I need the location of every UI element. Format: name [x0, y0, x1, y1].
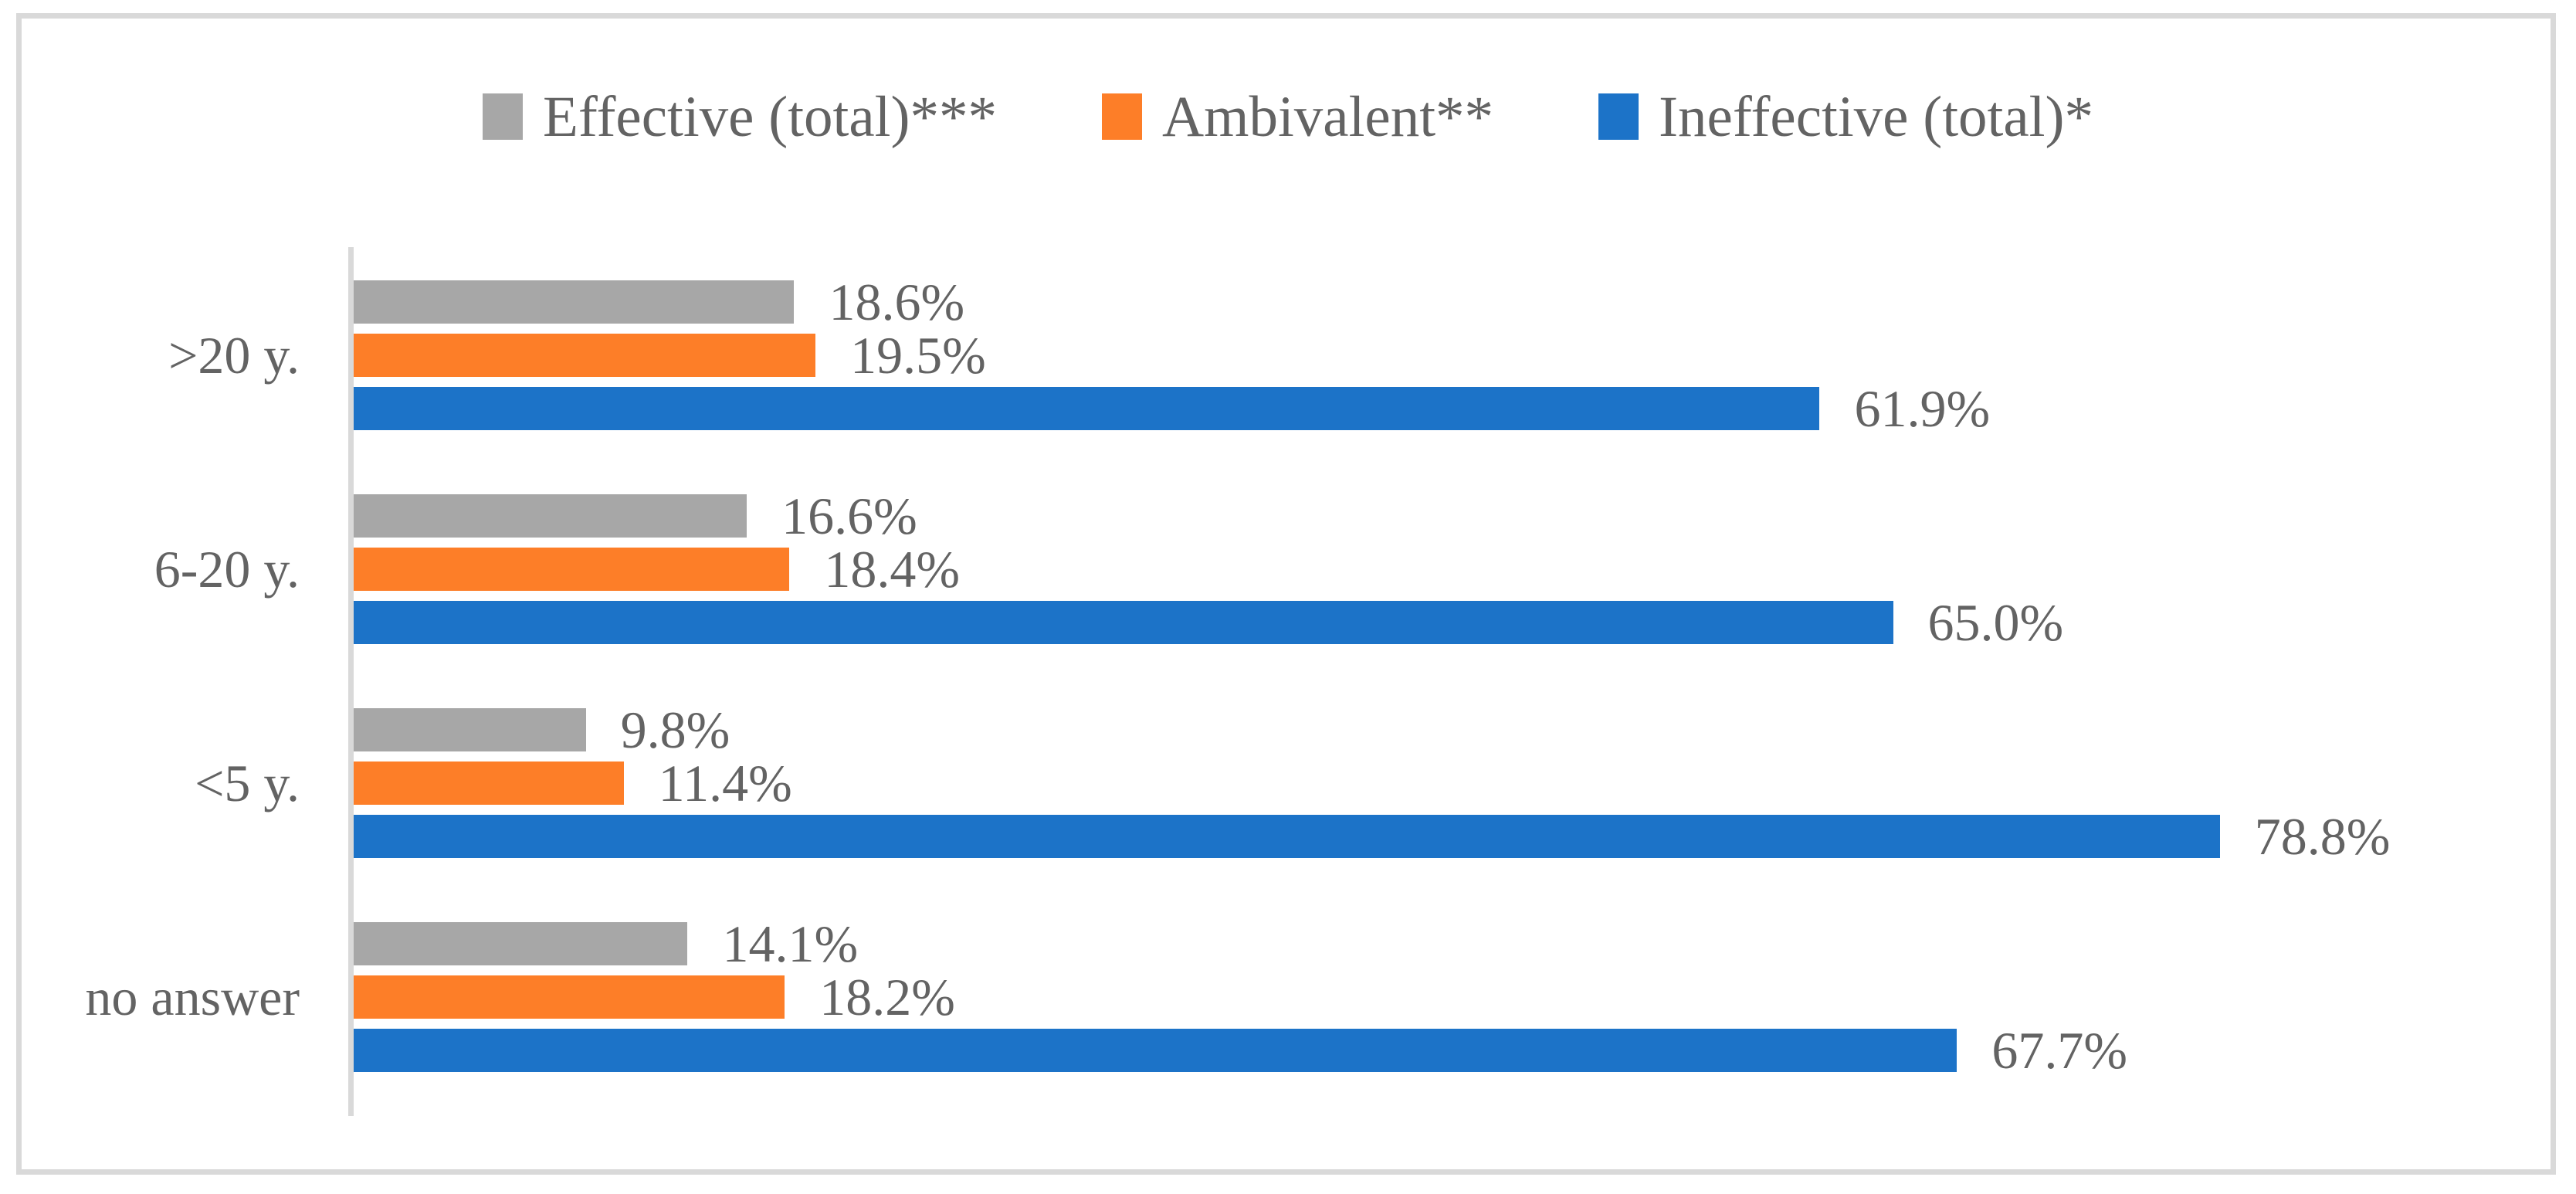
bar: [354, 601, 1893, 644]
bar: [354, 922, 688, 965]
category-axis-line: [348, 247, 354, 1116]
bar: [354, 762, 624, 805]
legend-swatch-ineffective: [1598, 93, 1639, 140]
bar: [354, 548, 790, 591]
category-label: >20 y.: [168, 326, 300, 385]
bar: [354, 387, 1820, 430]
value-label: 11.4%: [658, 754, 792, 812]
bar: [354, 334, 816, 377]
legend-item-ambivalent: Ambivalent**: [1101, 84, 1494, 149]
category-label: <5 y.: [195, 754, 300, 812]
value-label: 78.8%: [2254, 807, 2391, 866]
bar: [354, 494, 747, 538]
value-label: 18.2%: [819, 968, 955, 1026]
bar: [354, 280, 795, 324]
category-label: no answer: [85, 968, 300, 1026]
value-label: 65.0%: [1927, 593, 2064, 652]
legend-label-ambivalent: Ambivalent**: [1161, 84, 1494, 149]
bar: [354, 708, 586, 751]
value-label: 9.8%: [620, 700, 730, 759]
legend-swatch-ambivalent: [1101, 93, 1142, 140]
legend-item-effective: Effective (total)***: [483, 88, 997, 146]
value-label: 18.4%: [824, 540, 960, 599]
legend-item-ineffective: Ineffective (total)*: [1598, 88, 2093, 146]
value-label: 19.5%: [850, 326, 986, 385]
value-label: 67.7%: [1991, 1021, 2127, 1080]
value-label: 14.1%: [722, 914, 859, 973]
bar: [354, 815, 2220, 858]
chart-border-frame: [16, 13, 2556, 1175]
category-label: 6-20 y.: [154, 540, 300, 599]
bar: [354, 1029, 1957, 1072]
legend: Effective (total)*** Ambivalent** Ineffe…: [22, 80, 2554, 154]
value-label: 16.6%: [781, 487, 917, 545]
legend-label-ineffective: Ineffective (total)*: [1659, 84, 2093, 149]
legend-label-effective: Effective (total)***: [543, 84, 997, 149]
value-label: 18.6%: [829, 273, 965, 331]
value-label: 61.9%: [1854, 379, 1991, 438]
bar: [354, 975, 785, 1019]
legend-swatch-effective: [483, 93, 524, 140]
